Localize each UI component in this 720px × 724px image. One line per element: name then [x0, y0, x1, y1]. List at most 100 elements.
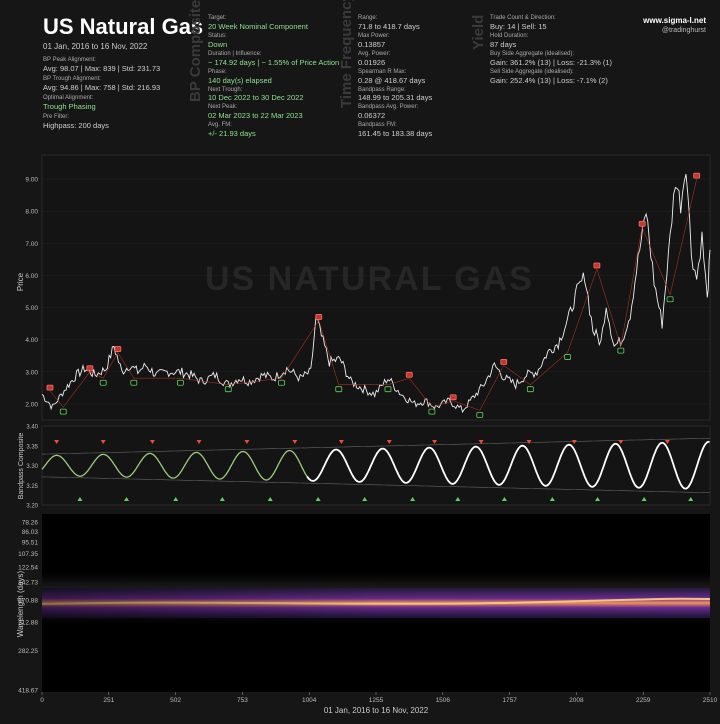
price-peak-marker [315, 314, 323, 320]
price-trough-marker [384, 386, 392, 393]
bandpass-peak-marker [100, 440, 106, 444]
price-peak-marker [86, 365, 94, 372]
bandpass-trough-marker [595, 497, 601, 501]
brand-handle: @tradinghurst [661, 27, 706, 34]
heatmap-ytick-label: 418.67 [18, 688, 38, 695]
bandpass-ytick-label: 3.20 [26, 504, 38, 510]
bandpass-peak-marker [571, 440, 577, 444]
optimal-label: Optimal Alignment: [43, 94, 94, 101]
bandpass-peak-marker [618, 440, 624, 444]
price-ytick-label: 2.00 [25, 401, 38, 408]
time-frequency-stats: Range: 71.8 to 418.7 days Max Power: 0.1… [358, 15, 468, 138]
bandpass-trough-marker [688, 497, 694, 501]
heatmap-xticks: 0 251 502 753 1004 1255 1506 1757 2008 2259 2510 [40, 692, 718, 704]
next-peak-value: 02 Mar 2023 to 22 Mar 2023 [208, 111, 303, 121]
avg-fm-value: +/- 21.93 days [208, 129, 256, 139]
bandpass-ytick-label: 3.25 [26, 484, 38, 490]
heatmap-xtick-label: 2008 [569, 697, 584, 704]
heatmap-xtick-label: 753 [237, 697, 248, 704]
price-ytick-label: 3.00 [25, 369, 38, 376]
next-peak-label: Next Peak: [208, 104, 238, 111]
bandpass-peak-marker [244, 440, 250, 444]
alignment-stats: BP Peak Alignment: Avg: 98.07 | Max: 839… [43, 57, 193, 130]
price-trough-marker [666, 296, 674, 303]
bp-peak-value: Avg: 98.07 | Max: 839 | Std: 231.73 [43, 63, 161, 73]
heatmap-xtick-label: 251 [103, 697, 114, 704]
price-peak-marker [46, 384, 54, 391]
bandpass-peak-marker [478, 440, 484, 444]
heatmap-ytick-label: 170.88 [18, 598, 38, 605]
hold-value: 87 days [490, 39, 517, 49]
buy-label: Buy Side Aggregate (idealised): [490, 50, 575, 57]
phase-value: 140 day(s) elapsed [208, 75, 272, 85]
price-trough-marker [564, 354, 572, 360]
price-ytick-label: 8.00 [25, 209, 38, 216]
bandpass-avg-label: Bandpass Avg. Power: [358, 104, 419, 111]
price-peak-marker [638, 220, 646, 227]
heatmap-ylabel: Wavelength (days) [16, 570, 25, 637]
price-trough-marker [428, 408, 436, 415]
date-range: 01 Jan, 2016 to 16 Nov, 2022 [43, 42, 148, 51]
heatmap-ytick-label: 212.88 [18, 620, 38, 627]
bandpass-peak-marker [664, 440, 670, 444]
price-yticks: 2.00 3.00 4.00 5.00 6.00 7.00 8.00 9.00 [25, 177, 38, 409]
bandpass-peak-marker [149, 440, 155, 444]
price-turning-point-line [49, 179, 697, 411]
buy-value: Gain: 361.2% (13) | Loss: -21.3% (1) [490, 57, 613, 67]
bandpass-trough-marker [455, 497, 461, 501]
bp-composite-stats: Target: 20 Week Nominal Component Status… [208, 15, 358, 138]
next-trough-label: Next Trough: [208, 86, 243, 93]
duration-value: ~ 174.92 days | ~ 1.55% of Price Action [208, 57, 340, 67]
hold-label: Hold Duration: [490, 32, 529, 39]
bandpass-peak-marker [386, 440, 392, 444]
brand-site: www.sigma-l.net [643, 16, 706, 25]
sell-value: Gain: 252.4% (13) | Loss: -7.1% (2) [490, 75, 608, 85]
bandpass-envelope-bottom [42, 476, 710, 493]
bandpass-trough-marker [549, 497, 555, 501]
heatmap-xtick-label: 1255 [369, 697, 384, 704]
bandpass-trough-marker [77, 497, 83, 501]
heatmap-xtick-label: 1004 [302, 697, 317, 704]
spearman-label: Spearman R Max: [358, 68, 407, 75]
duration-label: Duration | Influence: [208, 50, 262, 57]
heatmap-ytick-label: 142.73 [18, 580, 38, 587]
price-peak-marker [693, 172, 701, 179]
spearman-value: 0.28 @ 418.67 days [358, 75, 426, 85]
heatmap-xtick-label: 1506 [436, 697, 451, 704]
price-peak-marker [114, 346, 122, 352]
bandpass-trough-marker [410, 497, 416, 501]
x-axis-title: 01 Jan, 2016 to 16 Nov, 2022 [324, 706, 429, 715]
bandpass-trough-marker [641, 497, 647, 501]
heatmap-ytick-label: 282.25 [18, 648, 38, 655]
heatmap-xtick-label: 0 [40, 697, 44, 704]
price-trough-marker [335, 386, 343, 393]
bandpass-trough-marker [315, 497, 321, 501]
bandpass-ylabel: Bandpass Composite [18, 433, 25, 500]
trade-label: Trade Count & Direction: [490, 15, 556, 21]
price-peak-marker [593, 262, 601, 269]
phase-label: Phase: [208, 68, 227, 75]
heatmap-xtick-label: 2510 [703, 697, 718, 704]
bandpass-peak-marker [54, 440, 60, 444]
watermark: US NATURAL GAS [205, 260, 534, 298]
price-ytick-label: 4.00 [25, 337, 38, 344]
price-peak-marker [500, 358, 508, 365]
heatmap-band-fade [42, 588, 710, 618]
status-label: Status: [208, 32, 227, 39]
heatmap-ytick-label: 107.35 [18, 551, 38, 558]
price-ytick-label: 9.00 [25, 177, 38, 184]
price-trough-marker [617, 347, 625, 354]
heatmap-xtick-label: 1757 [502, 697, 517, 704]
target-label: Target: [208, 15, 227, 21]
optimal-value: Trough Phasing [43, 101, 96, 111]
target-value: 20 Week Nominal Component [208, 21, 308, 31]
bandpass-wave-recent [306, 440, 710, 490]
bp-trough-label: BP Trough Alignment: [43, 75, 101, 82]
bandpass-trough-marker [267, 497, 273, 501]
bandpass-trough-marker [219, 497, 225, 501]
bandpass-trough-marker [362, 497, 368, 501]
avg-power-value: 0.01926 [358, 57, 386, 67]
bandpass-markers [54, 440, 694, 501]
max-power-value: 0.13857 [358, 39, 386, 49]
price-trough-marker [99, 379, 107, 386]
